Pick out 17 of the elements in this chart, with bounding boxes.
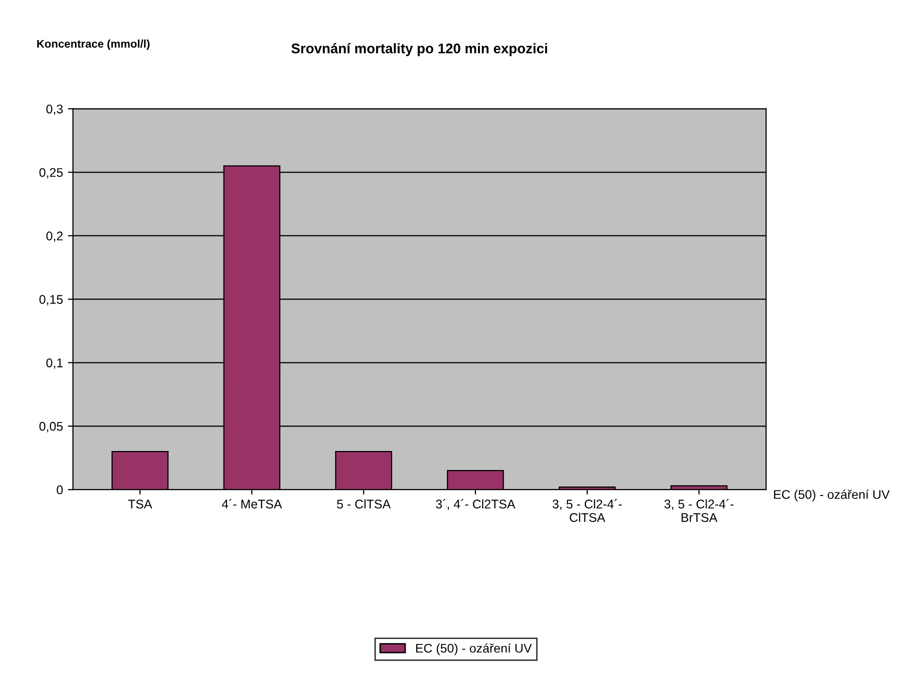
y-tick-label: 0,05 <box>39 422 63 432</box>
y-tick-label: 0,15 <box>39 295 63 306</box>
y-axis-title: Koncentrace (mmol/l) <box>37 40 150 50</box>
x-tick-label: 4´- MeTSA <box>222 499 282 509</box>
x-tick-label: 3, 5 - Cl2-4´- BrTSA <box>664 499 734 522</box>
text: EC (50) - ozáření UV <box>774 490 890 502</box>
y-tick-label: 0,1 <box>46 358 63 369</box>
x-tick-label: 3´, 4´- Cl2TSA <box>436 499 516 510</box>
x-tick-label: 5 - ClTSA <box>337 499 391 509</box>
y-tick-label: 0 <box>56 485 63 494</box>
legend-label: EC (50) - ozáření UV <box>416 643 532 656</box>
y-tick-label: 0,3 <box>46 104 63 115</box>
y-tick-label: 0,25 <box>39 168 63 178</box>
chart-title: Srovnání mortality po 120 min expozici <box>291 43 548 56</box>
x-tick-label: TSA <box>128 500 152 509</box>
x-tick-label: 3, 5 - Cl2-4´- ClTSA <box>552 499 622 522</box>
y-tick-label: 0,2 <box>46 232 63 242</box>
